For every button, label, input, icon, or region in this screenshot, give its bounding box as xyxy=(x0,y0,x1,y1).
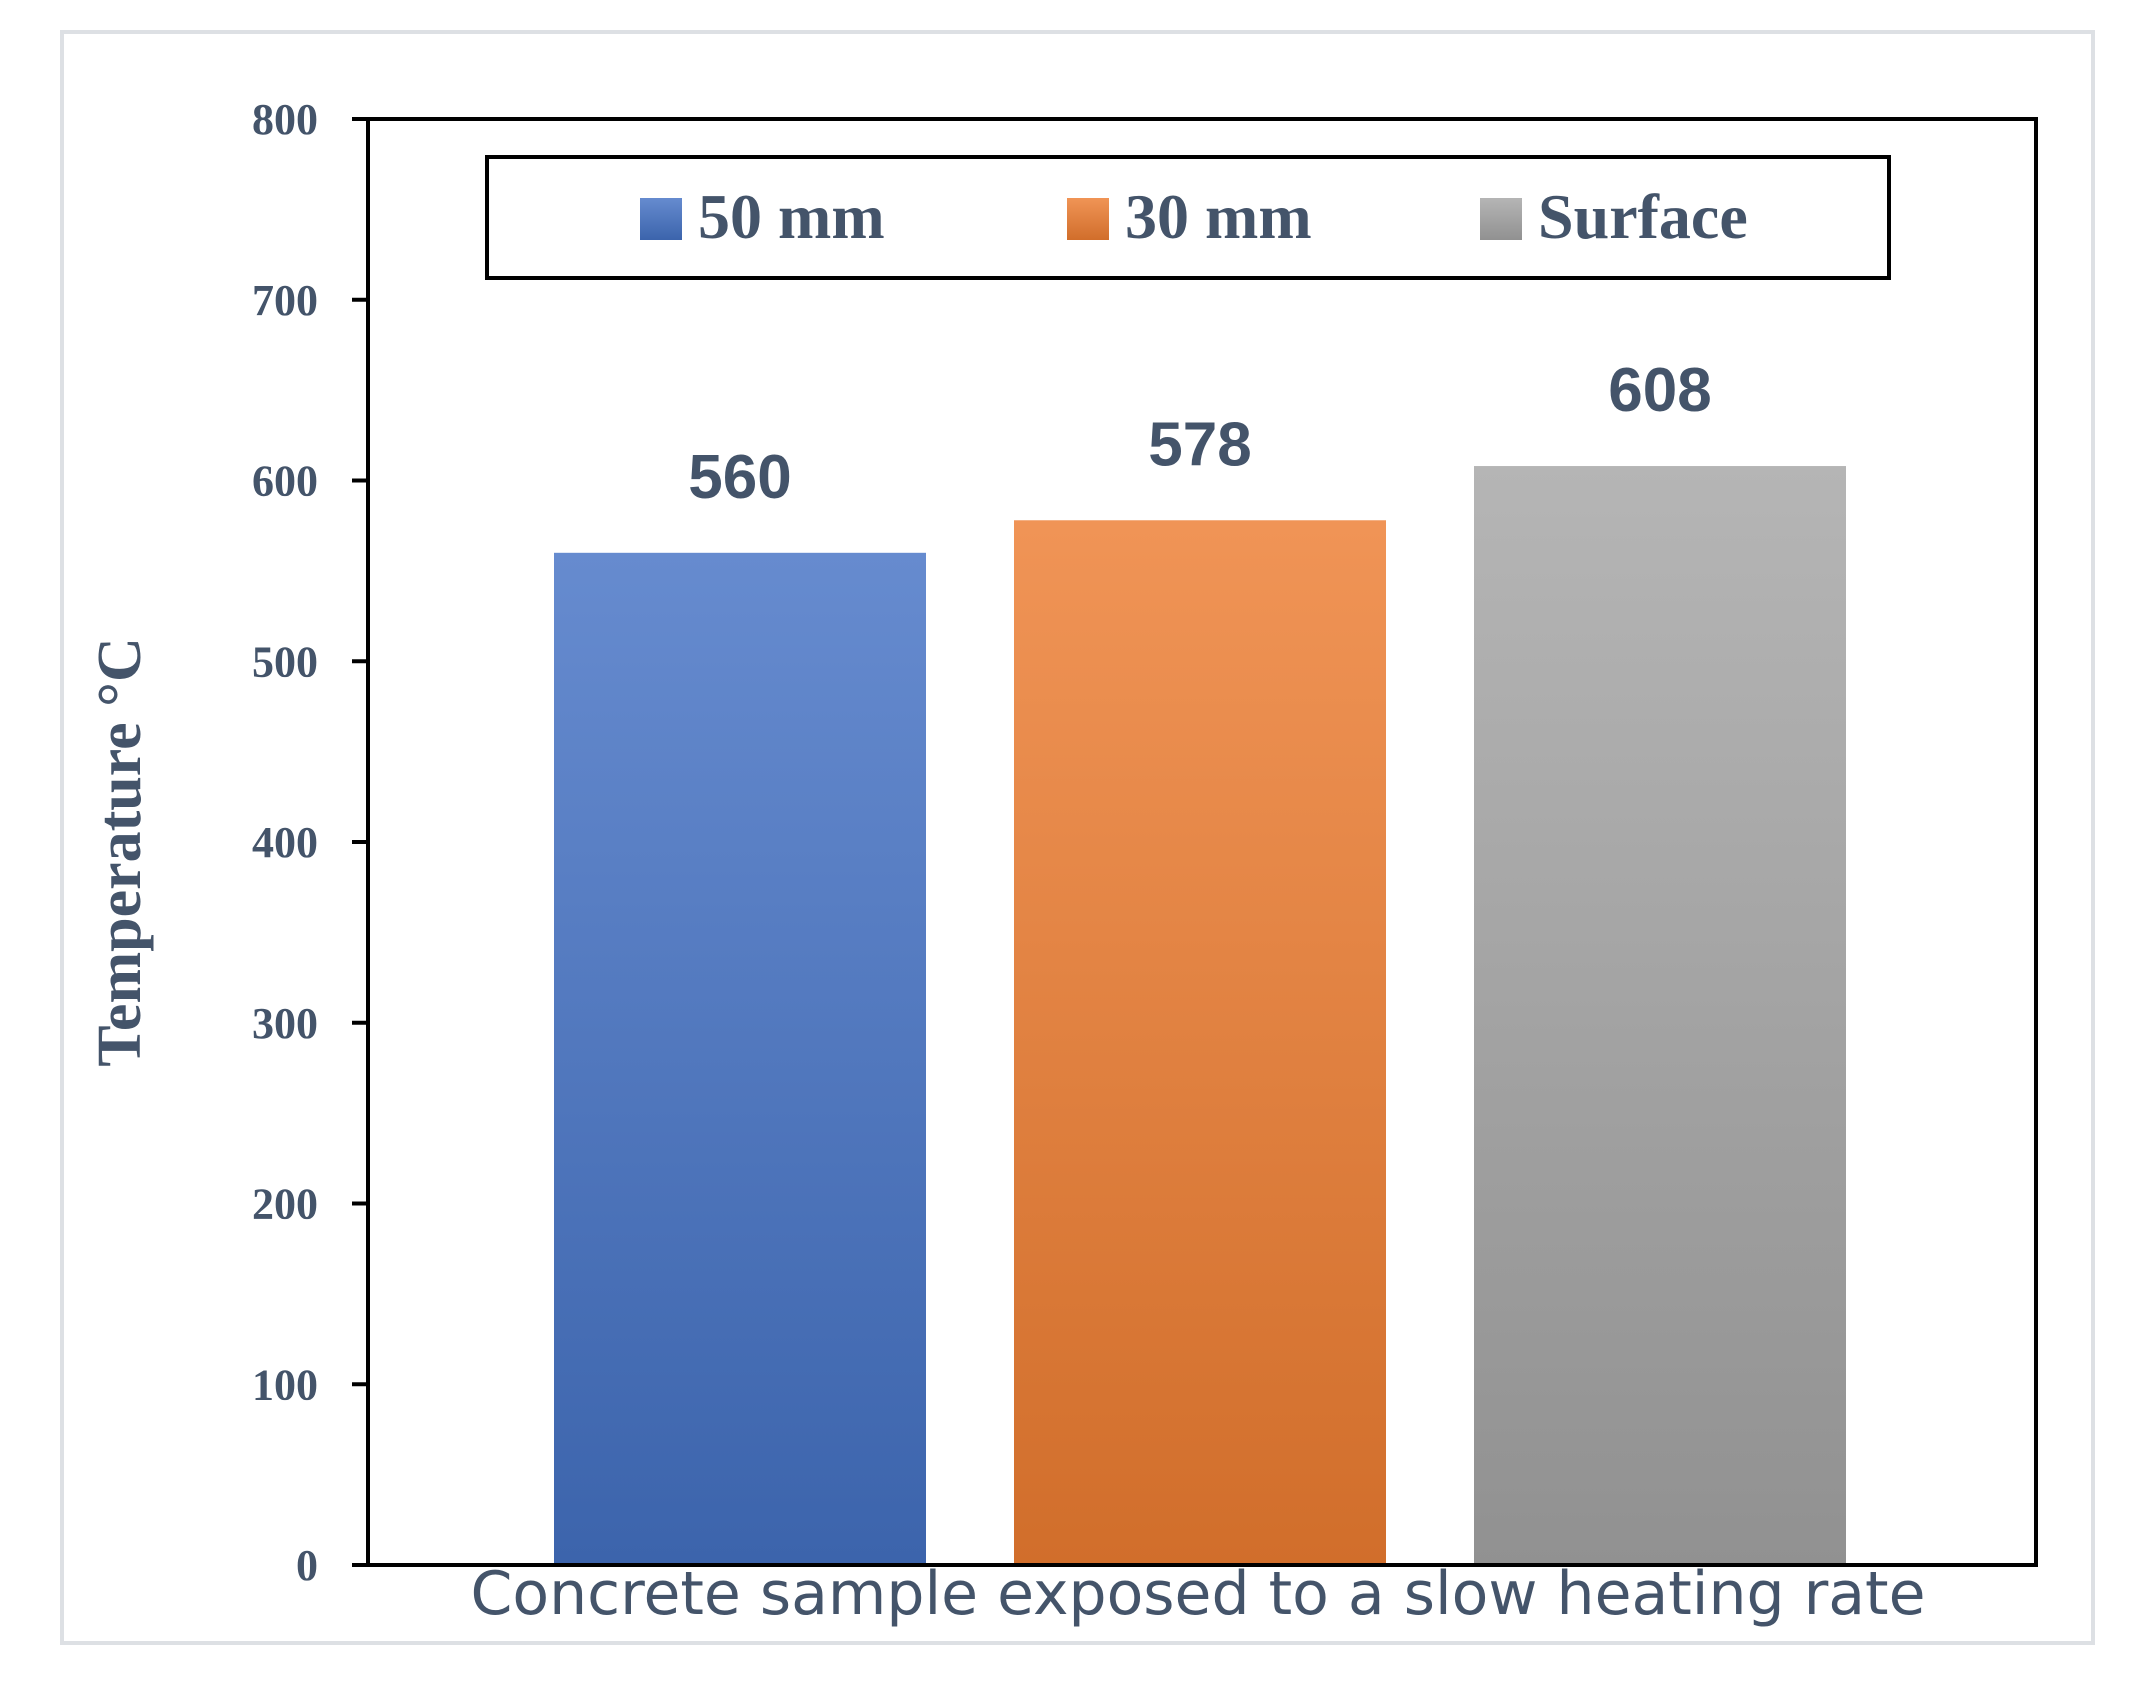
legend-label-surface: Surface xyxy=(1538,181,1748,252)
legend-label-50-mm: 50 mm xyxy=(698,181,885,252)
y-axis-title: Temperature °C xyxy=(86,637,154,1066)
labels-layer: 560 578 608 xyxy=(688,356,1711,512)
legend-label-30-mm: 30 mm xyxy=(1125,181,1312,252)
y-tick-label-100: 100 xyxy=(252,1360,318,1409)
y-tick-label-300: 300 xyxy=(252,999,318,1048)
bar-50-mm xyxy=(554,552,926,1565)
y-tick-label-700: 700 xyxy=(252,276,318,325)
legend-swatch-30-mm xyxy=(1067,198,1109,240)
data-label-30-mm: 578 xyxy=(1148,410,1251,479)
legend-swatch-surface xyxy=(1480,198,1522,240)
y-tick-label-600: 600 xyxy=(252,457,318,506)
bar-30-mm xyxy=(1014,520,1386,1565)
y-tick-label-800: 800 xyxy=(252,95,318,144)
y-tick-label-200: 200 xyxy=(252,1180,318,1229)
axis-layer: 0 100 200 300 400 500 600 700 800 Temperature °C C… xyxy=(86,95,2038,1629)
legend-swatch-50-mm xyxy=(640,198,682,240)
data-label-50-mm: 560 xyxy=(688,443,791,512)
data-label-surface: 608 xyxy=(1608,356,1711,425)
bars-layer xyxy=(554,466,1846,1565)
y-tick-label-0: 0 xyxy=(296,1541,318,1590)
legend-box xyxy=(485,155,1891,280)
x-axis-title: Concrete sample exposed to a slow heatin… xyxy=(471,1559,1926,1629)
y-tick-label-400: 400 xyxy=(252,818,318,867)
bar-surface xyxy=(1474,466,1846,1565)
y-tick-label-500: 500 xyxy=(252,637,318,686)
legend: 50 mm 30 mm Surface xyxy=(485,155,1891,280)
